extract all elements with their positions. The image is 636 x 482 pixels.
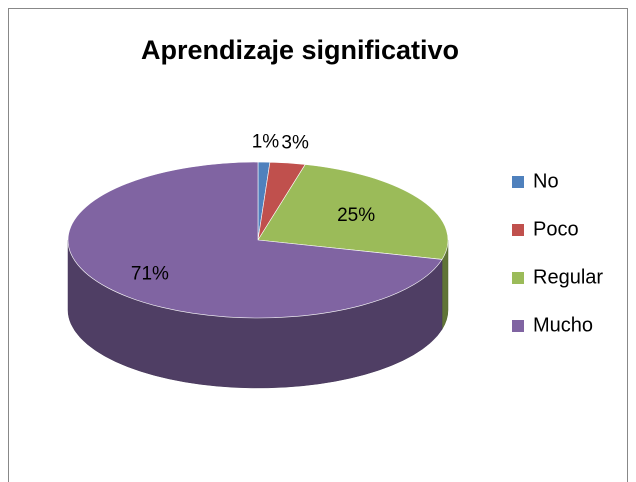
legend-swatch (512, 176, 524, 188)
data-label: 25% (337, 205, 375, 226)
legend-swatch (512, 320, 524, 332)
data-label: 1% (252, 132, 280, 153)
legend-swatch (512, 224, 524, 236)
legend-label: Mucho (533, 314, 593, 336)
legend-label: Poco (533, 218, 579, 240)
legend-label: Regular (533, 266, 603, 288)
chart-title: Aprendizaje significativo (141, 35, 459, 65)
legend-swatch (512, 272, 524, 284)
slice (257, 164, 449, 260)
data-label: 3% (281, 133, 309, 154)
data-label: 71% (131, 263, 169, 284)
legend-label: No (533, 170, 559, 192)
slice (67, 161, 443, 319)
